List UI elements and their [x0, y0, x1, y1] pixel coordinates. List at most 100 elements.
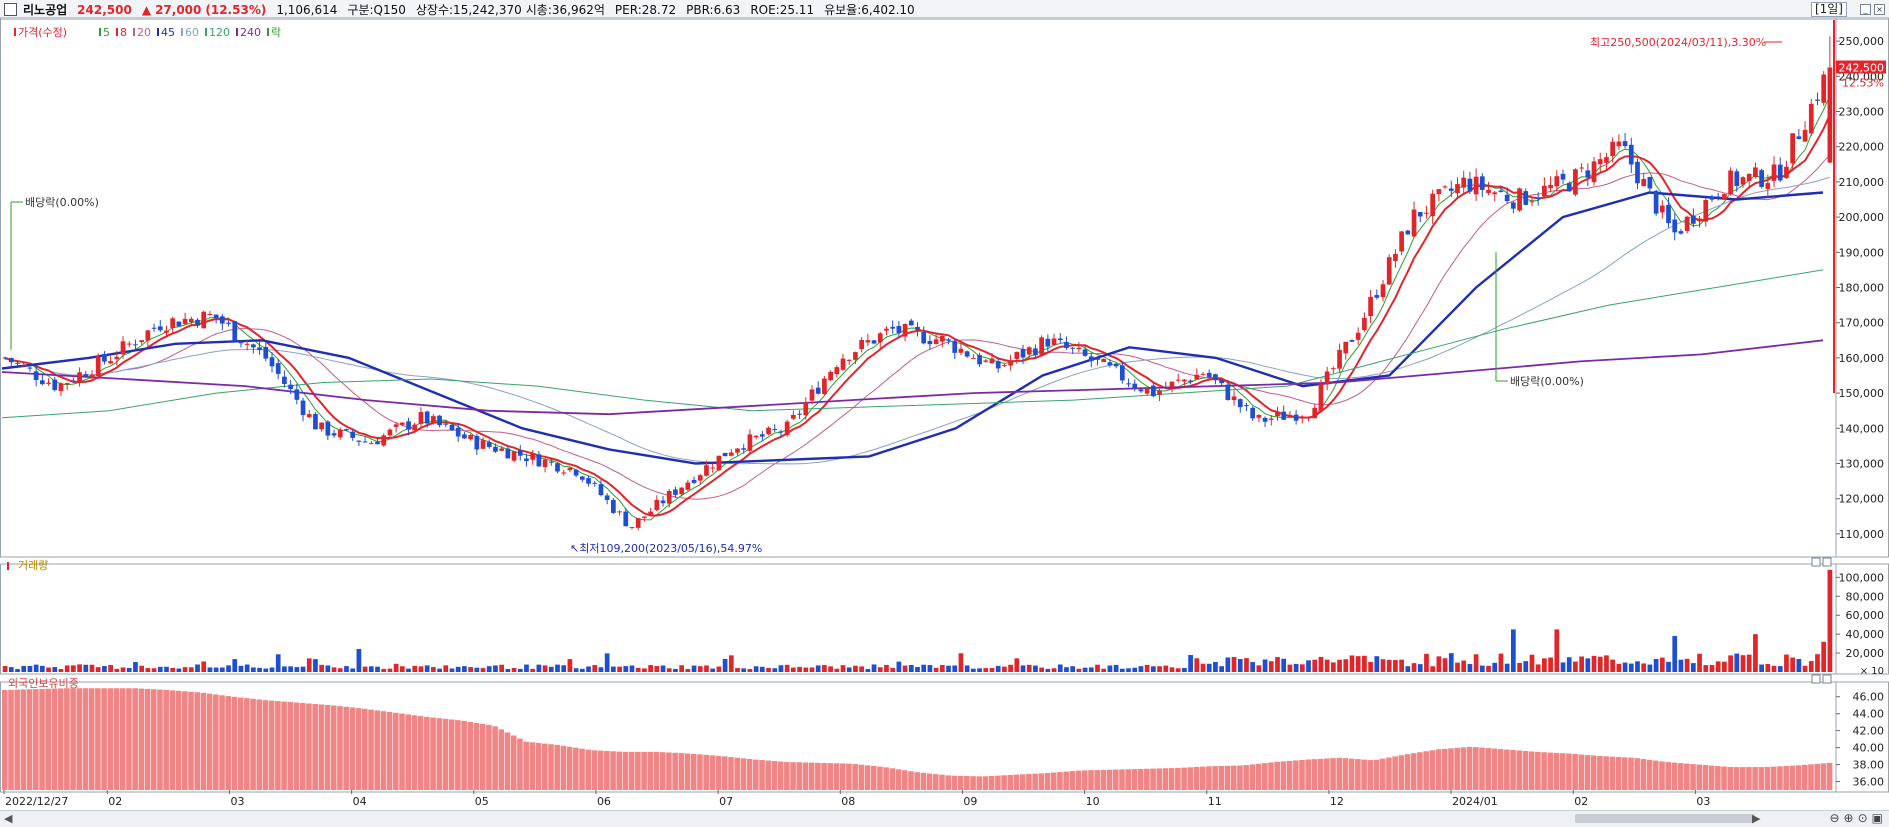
candle-body — [815, 387, 821, 394]
volume-bar — [1753, 634, 1758, 672]
candle-body — [1678, 231, 1684, 234]
close-icon[interactable]: × — [1874, 4, 1885, 15]
stock-name[interactable]: 리노공업 — [23, 3, 68, 17]
candle-body — [1796, 136, 1802, 139]
candle-body — [1448, 188, 1454, 191]
candle-body — [52, 379, 58, 391]
foreign-bar — [504, 732, 511, 790]
price-tick-label: 210,000 — [1839, 176, 1885, 189]
foreign-bar — [653, 751, 660, 790]
volume-bar — [828, 666, 833, 672]
candle-body — [1182, 379, 1187, 382]
candle-body — [1088, 356, 1094, 362]
foreign-title: 외국인보유비중 — [8, 677, 79, 690]
fit-icon[interactable]: ▣ — [1871, 811, 1883, 825]
foreign-bar — [169, 690, 176, 790]
foreign-bar — [442, 718, 449, 790]
zoom-out-icon[interactable]: ⊖ — [1829, 811, 1840, 825]
volume-bar — [809, 667, 815, 672]
volume-bar — [1815, 654, 1820, 672]
foreign-bar — [275, 701, 281, 790]
candle-body — [1479, 176, 1485, 190]
volume-bar — [1268, 661, 1274, 672]
foreign-bar — [1516, 750, 1523, 790]
candle-body — [1771, 164, 1777, 181]
foreign-bar — [492, 726, 498, 790]
foreign-bar — [1311, 759, 1318, 790]
foreign-bar — [1398, 755, 1405, 790]
foreign-bar — [759, 760, 765, 790]
volume-bar — [1262, 659, 1268, 672]
candle-body — [1728, 170, 1733, 194]
foreign-bar — [1100, 769, 1107, 790]
zoom-in-icon[interactable]: ⊕ — [1843, 811, 1854, 825]
foreign-bar — [1671, 762, 1678, 790]
volume-bar — [1479, 665, 1485, 672]
candle-body — [908, 320, 914, 326]
volume-bar — [207, 667, 213, 672]
volume-bar — [865, 669, 871, 672]
volume-bar — [611, 666, 616, 672]
scroll-left-icon[interactable]: ◀ — [4, 812, 13, 825]
volume-bar — [1436, 656, 1442, 672]
foreign-bar — [1237, 765, 1243, 790]
zoom-reset-icon[interactable]: ⊙ — [1857, 811, 1868, 825]
period-selector[interactable]: [1일] — [1810, 2, 1847, 17]
volume-bar — [226, 665, 231, 672]
market-class: 구분:Q150 — [347, 3, 406, 17]
foreign-bar — [1553, 752, 1560, 790]
horizontal-scrollbar[interactable]: ◀ ▶ ⊖ ⊕ ⊙ ▣ — [0, 810, 1889, 827]
candle-body — [1318, 383, 1324, 411]
scroll-thumb[interactable] — [1575, 814, 1755, 823]
volume-bar — [1368, 662, 1373, 672]
candle-body — [1815, 99, 1820, 101]
candle-body — [493, 446, 498, 452]
scroll-right-icon[interactable]: ▶ — [1752, 812, 1761, 825]
volume-bar — [387, 668, 393, 672]
candle-body — [865, 340, 871, 343]
candle-body — [1455, 184, 1460, 194]
volume-bar — [1076, 668, 1082, 672]
candle-body — [1548, 184, 1553, 189]
volume-bar — [145, 668, 151, 672]
foreign-bar — [1584, 754, 1591, 790]
candle-body — [1206, 372, 1212, 378]
minimize-icon[interactable]: _ — [1860, 4, 1871, 15]
volume-bar — [449, 668, 455, 672]
volume-bar — [1672, 636, 1678, 672]
candle-body — [1039, 337, 1044, 355]
candle-body — [722, 452, 728, 457]
candle-body — [772, 428, 778, 430]
candle-body — [952, 341, 958, 353]
volume-bar — [424, 665, 430, 672]
foreign-bar — [1429, 750, 1436, 790]
volume-bar — [598, 667, 604, 672]
candle-body — [505, 448, 511, 459]
volume-bar — [1417, 664, 1423, 672]
volume-bar — [1808, 661, 1814, 672]
volume-bar — [362, 666, 368, 672]
candle-body — [1597, 159, 1603, 165]
volume-bar — [406, 668, 411, 672]
ex-dividend-label: 배당락(0.00%) — [1510, 375, 1584, 388]
foreign-bar — [26, 689, 33, 790]
volume-bar — [399, 666, 405, 672]
foreign-bar — [1355, 759, 1361, 790]
foreign-bar — [939, 774, 945, 790]
foreign-bar — [299, 703, 306, 790]
foreign-bar — [417, 716, 424, 790]
foreign-bar — [1746, 767, 1752, 790]
volume-bar — [511, 667, 517, 672]
foreign-bar — [1696, 764, 1703, 790]
foreign-bar — [213, 694, 219, 790]
candle-body — [1473, 176, 1479, 195]
volume-bar — [126, 667, 132, 672]
candle-body — [1380, 284, 1386, 298]
foreign-bar — [1001, 775, 1007, 790]
candle-body — [1647, 176, 1653, 189]
select-checkbox[interactable] — [4, 3, 17, 16]
foreign-bar — [188, 691, 194, 790]
candlesticks — [2, 36, 1833, 531]
candle-body — [1579, 167, 1584, 169]
